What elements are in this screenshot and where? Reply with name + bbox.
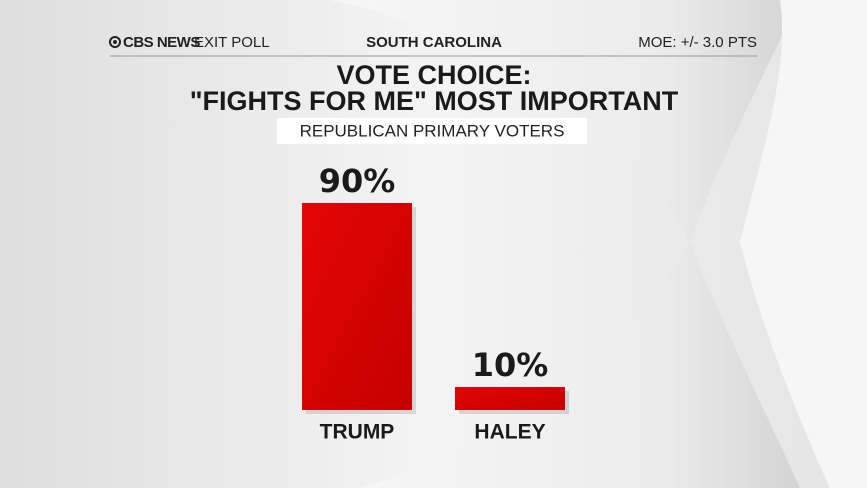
header: CBS NEWS EXIT POLL SOUTH CAROLINA MOE: +… — [109, 34, 757, 57]
x-tick-label: HALEY — [474, 421, 545, 444]
subtitle-box — [277, 118, 587, 144]
value-label: 90% — [319, 162, 396, 200]
location: SOUTH CAROLINA — [366, 34, 502, 51]
chart-title: "FIGHTS FOR ME" MOST IMPORTANT — [190, 86, 679, 116]
subtitle: REPUBLICAN PRIMARY VOTERS — [300, 121, 565, 140]
logo-pupil — [113, 40, 117, 44]
bar-shade — [455, 387, 565, 410]
value-label: 10% — [472, 346, 549, 384]
plot: 90% TRUMP 10% HALEY — [302, 162, 569, 444]
program: EXIT POLL — [194, 34, 270, 51]
bar-shade — [302, 203, 412, 410]
logo-eye — [109, 36, 121, 48]
moe-note: MOE: +/- 3.0 PTS — [638, 34, 757, 51]
background-chevron — [330, 0, 800, 488]
background-band — [740, 0, 867, 488]
x-tick-label: TRUMP — [320, 421, 395, 444]
chart-title: VOTE CHOICE: — [336, 60, 531, 90]
brand: CBS NEWS — [123, 34, 200, 51]
